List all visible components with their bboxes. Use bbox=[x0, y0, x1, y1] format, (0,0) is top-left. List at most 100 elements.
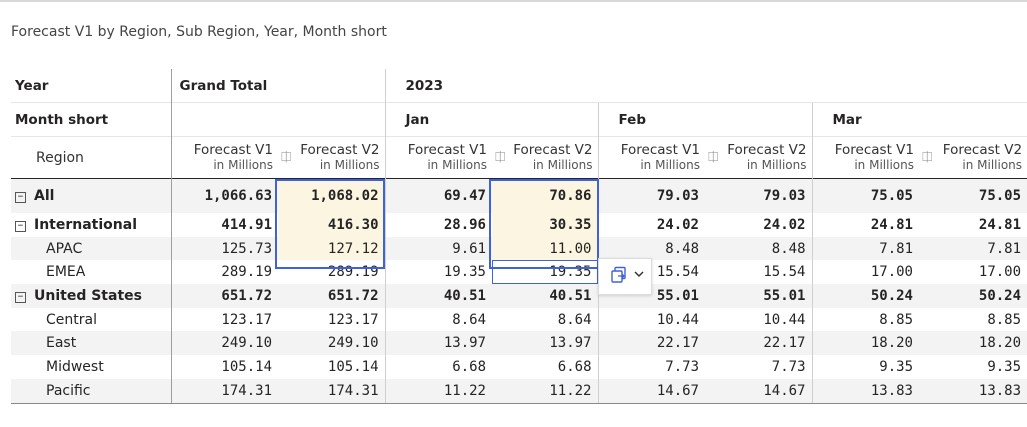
value-cell[interactable]: 123.17 bbox=[170, 307, 278, 332]
value-cell[interactable]: 11.22 bbox=[384, 378, 492, 404]
value-cell[interactable]: 79.03 bbox=[705, 178, 812, 213]
value-cell[interactable]: 22.17 bbox=[597, 331, 705, 356]
value-cell[interactable]: 50.24 bbox=[919, 284, 1027, 308]
value-cell[interactable]: 416.30 bbox=[278, 213, 385, 237]
measure-header-forecast-v2[interactable]: ⎅ Forecast V2 in Millions bbox=[278, 136, 385, 179]
value-cell[interactable]: 8.48 bbox=[705, 236, 812, 261]
value-cell[interactable]: 8.64 bbox=[557, 311, 592, 328]
value-cell[interactable]: 19.35 bbox=[384, 260, 492, 285]
value-cell[interactable]: 14.67 bbox=[705, 378, 812, 404]
row-header[interactable]: − All bbox=[11, 178, 171, 213]
value-cell[interactable]: 13.97 bbox=[384, 331, 492, 356]
row-header[interactable]: Midwest bbox=[11, 355, 171, 379]
value-cell[interactable]: 13.97 bbox=[492, 331, 598, 356]
value-cell[interactable]: 6.68 bbox=[384, 355, 492, 379]
value-cell[interactable]: 1,066.63 bbox=[170, 178, 278, 213]
value-cell[interactable]: 17.00 bbox=[811, 260, 919, 285]
value-cell[interactable]: 79.03 bbox=[597, 178, 705, 213]
month-header-feb[interactable]: Feb bbox=[597, 102, 812, 137]
collapse-toggle-icon[interactable]: − bbox=[15, 192, 26, 203]
value-cell[interactable]: 22.17 bbox=[705, 331, 812, 356]
value-cell[interactable]: 15.54 bbox=[763, 264, 806, 281]
measure-header-forecast-v1[interactable]: Forecast V1 in Millions bbox=[597, 136, 705, 179]
value-cell[interactable]: 7.81 bbox=[811, 236, 919, 261]
value-cell[interactable]: 24.81 bbox=[811, 213, 919, 237]
value-cell[interactable]: 651.72 bbox=[170, 284, 278, 308]
value-cell[interactable]: 9.35 bbox=[987, 358, 1022, 375]
value-cell[interactable]: 69.47 bbox=[384, 178, 492, 213]
value-cell[interactable]: 651.72 bbox=[278, 284, 385, 308]
year-2023-header[interactable]: 2023 bbox=[384, 69, 1027, 103]
row-header[interactable]: Central bbox=[11, 308, 171, 332]
value-cell[interactable]: 1,068.02 bbox=[278, 178, 385, 213]
value-cell[interactable]: 9.35 bbox=[811, 355, 919, 379]
value-cell[interactable]: 11.22 bbox=[492, 378, 598, 404]
measure-header-forecast-v2[interactable]: ⎅ Forecast V2 in Millions bbox=[492, 136, 598, 179]
value-cell[interactable]: 75.05 bbox=[811, 178, 919, 213]
value-cell[interactable]: 6.68 bbox=[557, 358, 592, 375]
value-cell[interactable]: 28.96 bbox=[384, 213, 492, 237]
value-cell[interactable]: 8.85 bbox=[811, 307, 919, 332]
value-cell[interactable]: 249.10 bbox=[278, 331, 385, 356]
value-cell[interactable]: 10.44 bbox=[597, 307, 705, 332]
value-cell[interactable]: 24.81 bbox=[978, 216, 1022, 233]
value-cell[interactable]: 289.19 bbox=[170, 260, 278, 285]
month-header-jan[interactable]: Jan bbox=[384, 102, 598, 137]
value-cell[interactable]: 75.05 bbox=[919, 178, 1027, 213]
value-cell[interactable]: 13.83 bbox=[811, 378, 919, 404]
grand-total-header[interactable]: Grand Total bbox=[170, 69, 385, 103]
value-cell[interactable]: 18.20 bbox=[811, 331, 919, 356]
row-header[interactable]: Pacific bbox=[11, 378, 171, 404]
value-cell[interactable]: 125.73 bbox=[170, 236, 278, 261]
value-cell[interactable]: 18.20 bbox=[919, 331, 1027, 356]
value-cell[interactable]: 8.64 bbox=[384, 307, 492, 332]
value-cell[interactable]: 10.44 bbox=[763, 311, 806, 328]
value-cell[interactable]: 11.00 bbox=[492, 236, 598, 261]
row-label: Midwest bbox=[46, 358, 104, 375]
measure-header-forecast-v1[interactable]: Forecast V1 in Millions bbox=[811, 136, 919, 179]
value-cell[interactable]: 24.02 bbox=[763, 216, 806, 233]
value-cell[interactable]: 14.67 bbox=[597, 378, 705, 404]
measure-header-forecast-v1[interactable]: Forecast V1 in Millions bbox=[170, 136, 278, 179]
region-header[interactable]: Region bbox=[11, 136, 171, 179]
value-cell[interactable]: 17.00 bbox=[978, 264, 1022, 281]
value-cell[interactable]: 40.51 bbox=[384, 284, 492, 308]
value-cell[interactable]: 50.24 bbox=[811, 284, 919, 308]
collapse-toggle-icon[interactable]: − bbox=[15, 291, 26, 303]
row-header[interactable]: − United States bbox=[11, 284, 171, 308]
measure-header-forecast-v2[interactable]: ⎅ Forecast V2 in Millions bbox=[919, 136, 1027, 179]
value-cell[interactable]: 55.01 bbox=[705, 284, 812, 308]
value-cell[interactable]: 19.35 bbox=[492, 260, 598, 285]
value-cell[interactable]: 13.83 bbox=[919, 378, 1027, 404]
copy-icon[interactable] bbox=[610, 266, 628, 284]
value-cell[interactable]: 7.81 bbox=[919, 236, 1027, 261]
value-cell[interactable]: 70.86 bbox=[492, 178, 598, 213]
row-header[interactable]: APAC bbox=[11, 236, 171, 261]
value-cell[interactable]: 105.14 bbox=[170, 355, 278, 379]
measure-header-forecast-v1[interactable]: Forecast V1 in Millions bbox=[384, 136, 492, 179]
copy-options-popup[interactable] bbox=[598, 258, 652, 295]
value-cell[interactable]: 123.17 bbox=[327, 311, 379, 328]
value-cell[interactable]: 9.61 bbox=[384, 236, 492, 261]
value-cell[interactable]: 174.31 bbox=[278, 378, 385, 404]
value-cell[interactable]: 249.10 bbox=[170, 331, 278, 356]
row-header[interactable]: EMEA bbox=[11, 260, 171, 284]
value-cell[interactable]: 8.85 bbox=[987, 311, 1022, 328]
value-cell[interactable]: 105.14 bbox=[327, 358, 379, 375]
value-cell[interactable]: 24.02 bbox=[597, 213, 705, 237]
row-header[interactable]: − International bbox=[11, 213, 171, 237]
row-header[interactable]: East bbox=[11, 331, 171, 356]
collapse-toggle-icon[interactable]: − bbox=[15, 220, 26, 232]
value-cell[interactable]: 7.73 bbox=[597, 355, 705, 379]
value-cell[interactable]: 127.12 bbox=[278, 236, 385, 261]
month-header-mar[interactable]: Mar bbox=[811, 102, 1027, 137]
value-cell[interactable]: 30.35 bbox=[492, 213, 598, 237]
value-cell[interactable]: 289.19 bbox=[327, 264, 379, 281]
measure-header-forecast-v2[interactable]: ⎅ Forecast V2 in Millions bbox=[705, 136, 812, 179]
value-cell[interactable]: 7.73 bbox=[771, 358, 806, 375]
value-cell[interactable]: 414.91 bbox=[170, 213, 278, 237]
value-cell[interactable]: 40.51 bbox=[492, 284, 598, 308]
chevron-down-icon[interactable] bbox=[633, 268, 645, 280]
value-cell[interactable]: 174.31 bbox=[170, 378, 278, 404]
value-cell[interactable]: 8.48 bbox=[597, 236, 705, 261]
